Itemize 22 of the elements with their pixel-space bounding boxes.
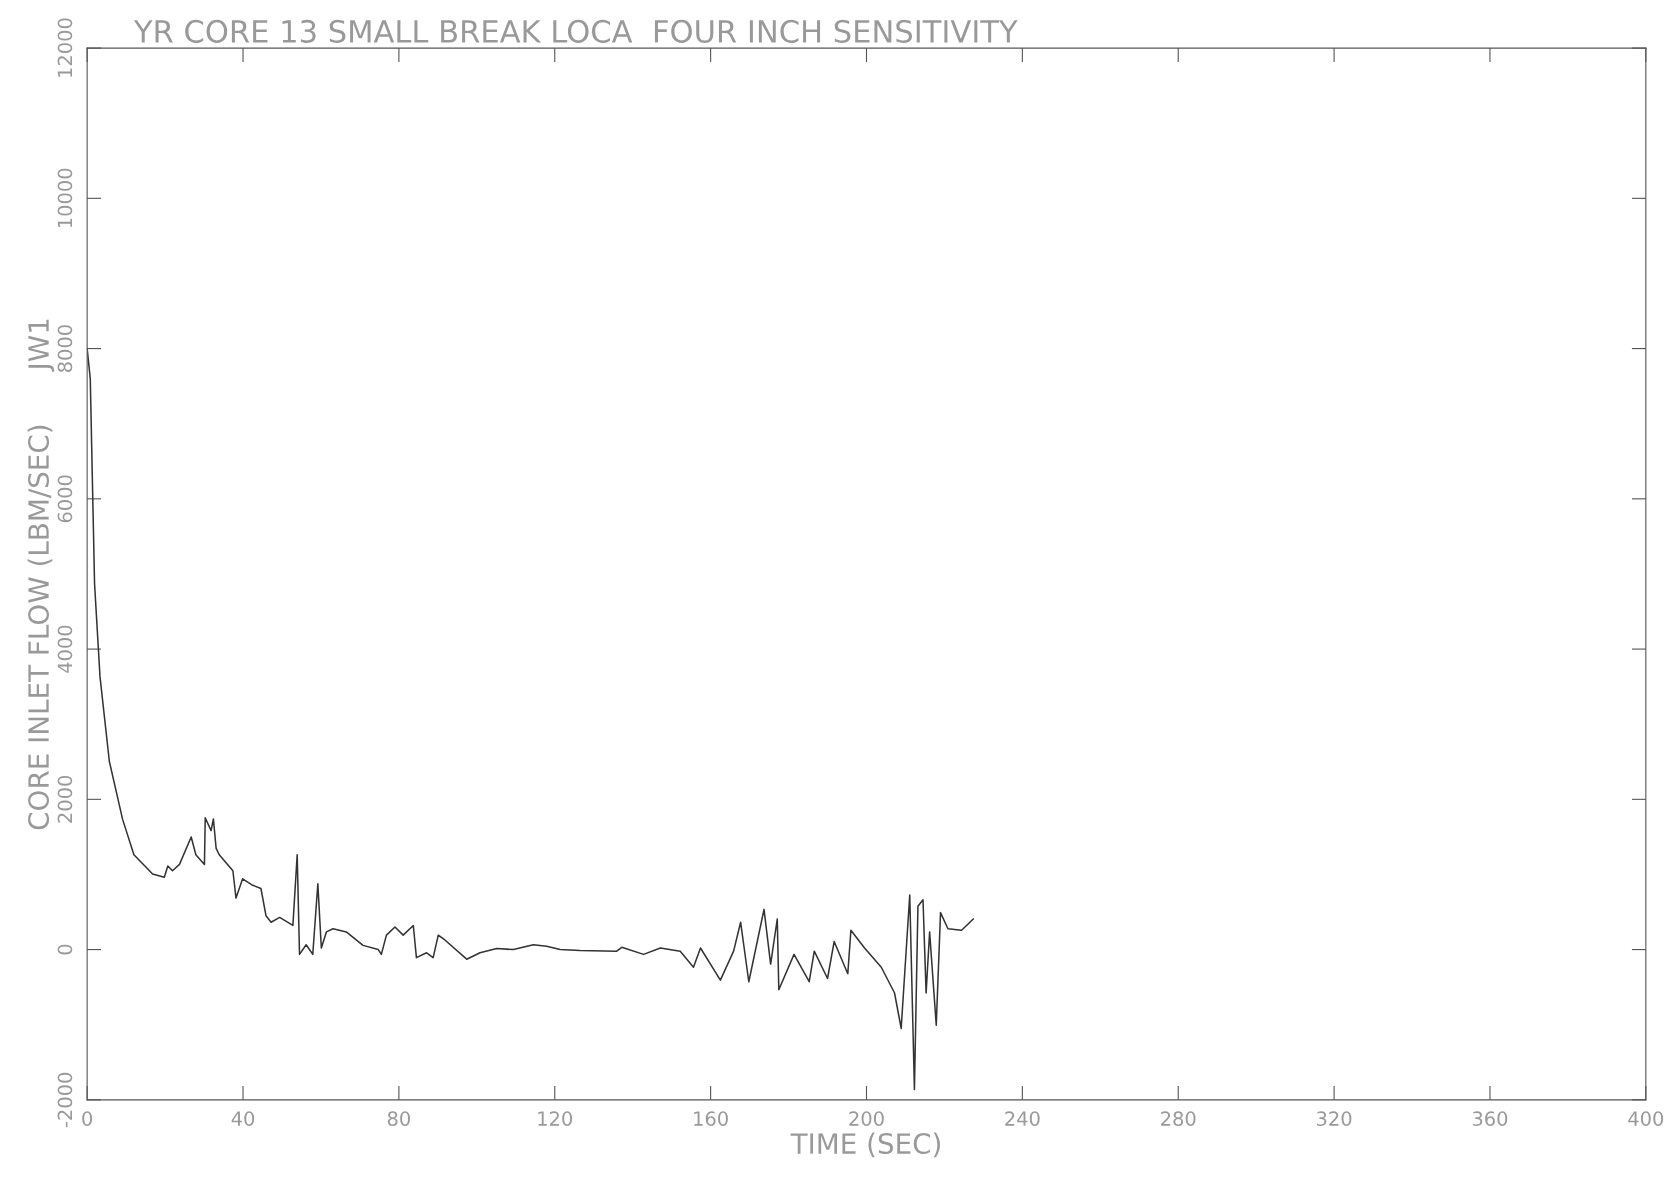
x-tick-label: 160 — [694, 1111, 728, 1126]
y-tick-label: 4000 — [57, 625, 73, 673]
y-tick-label: 6000 — [57, 475, 73, 523]
y-tick-label: 10000 — [57, 168, 73, 228]
x-tick-label: 400 — [1628, 1111, 1664, 1126]
x-tick-label: 80 — [387, 1111, 410, 1126]
chart-title: YR CORE 13 SMALL BREAK LOCA FOUR INCH SENSITIVITY — [133, 19, 1018, 43]
y-tick-label: 8000 — [57, 325, 73, 372]
y-axis-title: CORE INLET FLOW (LBM/SEC) JW1 — [27, 319, 55, 830]
x-tick-label: 120 — [538, 1111, 573, 1126]
x-tick-label: 40 — [231, 1111, 255, 1126]
x-tick-label: 360 — [1472, 1111, 1508, 1126]
x-tick-label: 200 — [849, 1111, 884, 1126]
x-axis-title: TIME (SEC) — [790, 1132, 940, 1158]
x-tick-label: 320 — [1317, 1111, 1352, 1126]
y-tick-label: 2000 — [57, 775, 73, 823]
x-tick-label: 240 — [1005, 1111, 1040, 1126]
y-tick-label: -2000 — [57, 1072, 73, 1128]
y-tick-label: 12000 — [57, 18, 73, 77]
x-tick-label: 0 — [82, 1111, 93, 1126]
x-tick-label: 280 — [1161, 1111, 1196, 1126]
y-tick-label: 0 — [57, 944, 73, 955]
